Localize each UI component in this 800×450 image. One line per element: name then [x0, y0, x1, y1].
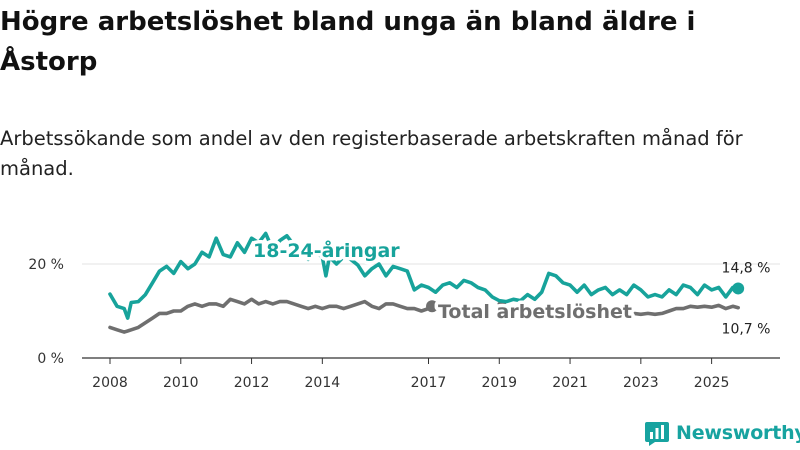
x-tick-label: 2010	[163, 375, 199, 391]
series-labels: 14,8 %10,7 %18-24-åringar18-24-åringarTo…	[250, 235, 771, 338]
series-lines	[108, 231, 745, 334]
x-tick-label: 2012	[234, 375, 270, 391]
total-series-line	[108, 297, 434, 334]
x-tick-label: 2008	[92, 375, 128, 391]
youth-series-label-halo: 18-24-åringar	[253, 238, 400, 262]
total-series-line	[624, 303, 740, 317]
total-end-value-label: 10,7 %	[722, 321, 771, 337]
newsworthy-bar-icon	[645, 422, 669, 446]
total-series-label-halo: Total arbetslöshet	[438, 301, 632, 323]
x-axis: 2008 2010 2012 2014 2017 2019 2021 2023 2025	[82, 357, 780, 391]
youth-end-marker	[732, 282, 745, 295]
y-tick-label: 20 %	[28, 257, 64, 273]
brand-name: Newsworthy	[676, 422, 800, 444]
x-tick-label: 2025	[694, 375, 730, 391]
youth-series-line	[108, 231, 740, 320]
x-tick-label: 2019	[481, 375, 517, 391]
youth-series-label: 18-24-åringar	[253, 238, 400, 262]
x-tick-label: 2021	[552, 375, 588, 391]
total-end-marker	[426, 300, 439, 313]
y-tick-label: 0 %	[37, 351, 64, 367]
x-tick-label: 2017	[411, 375, 447, 391]
newsworthy-logo: Newsworthy	[644, 419, 800, 447]
total-series-label: Total arbetslöshet	[438, 301, 632, 323]
youth-end-value-label: 14,8 %	[722, 260, 771, 276]
gridlines: 0 % 20 %	[28, 257, 780, 367]
x-tick-label: 2023	[623, 375, 659, 391]
chart-title: Högre arbetslöshet bland unga än bland ä…	[0, 7, 696, 77]
x-tick-label: 2014	[305, 375, 341, 391]
chart-subtitle: Arbetssökande som andel av den registerb…	[0, 127, 743, 180]
